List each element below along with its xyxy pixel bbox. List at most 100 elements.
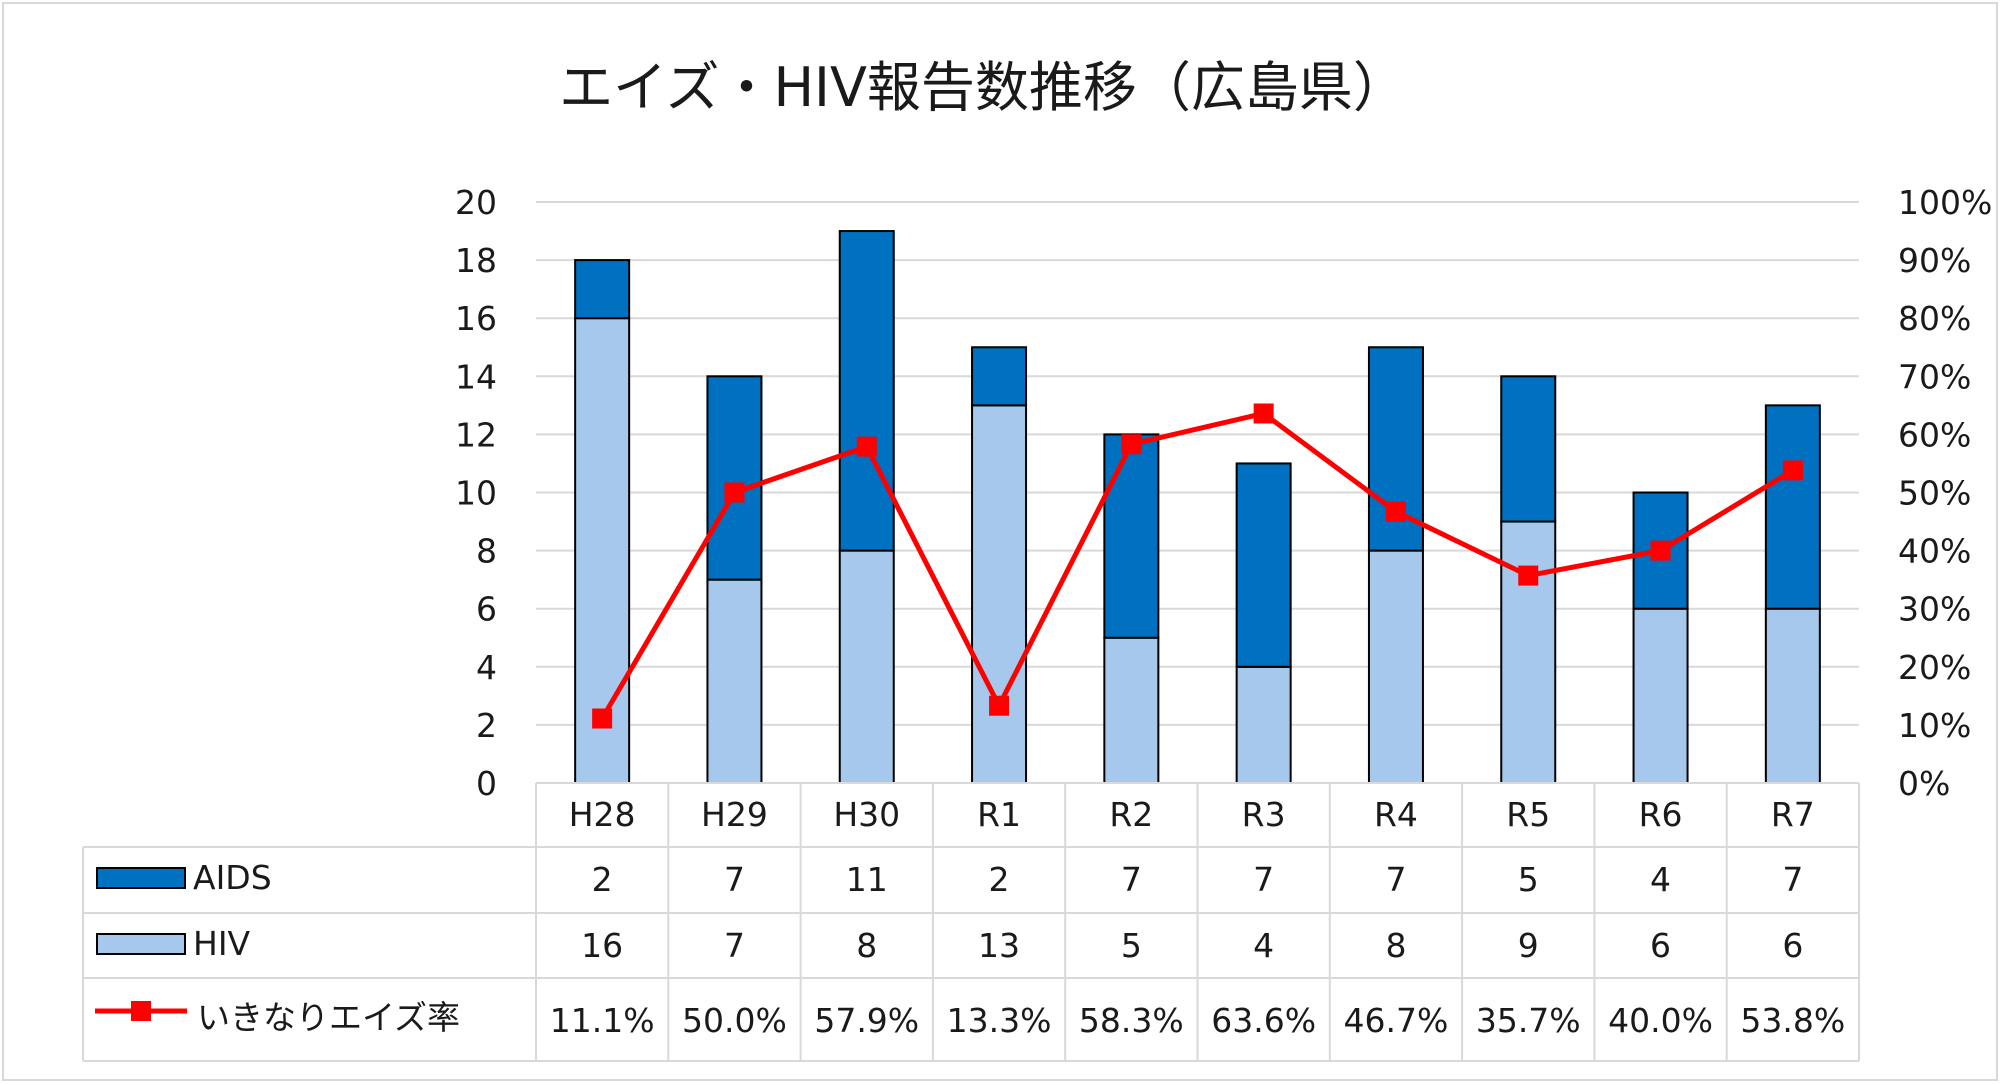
table-cell-rate: 46.7% [1344, 1001, 1449, 1040]
bar-hiv [1500, 520, 1557, 784]
y-right-tick-label: 40% [1898, 532, 1971, 571]
legend-marker-rate [131, 1001, 151, 1021]
table-cell-aids: 7 [724, 860, 745, 899]
marker-rate [1518, 565, 1539, 586]
category-label: R5 [1506, 795, 1550, 834]
bar-hiv [971, 404, 1028, 784]
marker-rate [1253, 403, 1274, 424]
marker-rate [724, 482, 745, 503]
y-left-tick-label: 20 [455, 183, 497, 222]
category-label: R4 [1374, 795, 1418, 834]
bar-aids [574, 259, 631, 320]
table-cell-aids: 7 [1385, 860, 1406, 899]
table-cell-rate: 63.6% [1211, 1001, 1316, 1040]
category-label: H30 [833, 795, 900, 834]
table-cell-rate: 53.8% [1740, 1001, 1845, 1040]
bar-hiv [1764, 607, 1821, 785]
legend-label-aids: AIDS [193, 858, 272, 897]
bar-hiv [706, 578, 763, 785]
marker-rate [1121, 434, 1142, 455]
y-right-tick-label: 90% [1898, 241, 1971, 280]
y-right-tick-label: 70% [1898, 357, 1971, 396]
bar-hiv [1367, 549, 1424, 784]
legend-key-aids [96, 867, 186, 889]
bar-aids [1500, 375, 1557, 523]
bar-aids [1235, 462, 1292, 668]
table-cell-hiv: 13 [978, 926, 1020, 965]
y-right-tick-label: 60% [1898, 415, 1971, 454]
category-label: R2 [1109, 795, 1153, 834]
table-cell-aids: 2 [592, 860, 613, 899]
table-cell-rate: 58.3% [1079, 1001, 1184, 1040]
y-left-tick-label: 4 [476, 648, 497, 687]
marker-rate [1782, 460, 1803, 481]
table-cell-aids: 4 [1650, 860, 1671, 899]
table-cell-hiv: 9 [1518, 926, 1539, 965]
table-cell-hiv: 7 [724, 926, 745, 965]
bar-aids [838, 230, 895, 552]
category-label: R1 [977, 795, 1021, 834]
marker-rate [1385, 501, 1406, 522]
table-cell-rate: 35.7% [1476, 1001, 1581, 1040]
table-cell-hiv: 8 [1385, 926, 1406, 965]
table-cell-rate: 11.1% [550, 1001, 655, 1040]
y-right-tick-label: 50% [1898, 474, 1971, 513]
table-cell-hiv: 16 [581, 926, 623, 965]
bar-hiv [1235, 665, 1292, 784]
y-right-tick-label: 100% [1898, 183, 1992, 222]
table-cell-hiv: 4 [1253, 926, 1274, 965]
table-cell-rate: 50.0% [682, 1001, 787, 1040]
table-cell-rate: 57.9% [814, 1001, 919, 1040]
table-cell-hiv: 6 [1650, 926, 1671, 965]
bar-aids [1103, 433, 1160, 639]
legend-label-rate: いきなりエイズ率 [197, 998, 460, 1037]
table-cell-aids: 2 [989, 860, 1010, 899]
y-right-tick-label: 10% [1898, 706, 1971, 745]
y-right-tick-label: 0% [1898, 764, 1950, 803]
table-cell-hiv: 6 [1782, 926, 1803, 965]
y-left-tick-label: 0 [476, 764, 497, 803]
y-left-tick-label: 12 [455, 415, 497, 454]
marker-rate [989, 695, 1010, 716]
y-left-tick-label: 10 [455, 474, 497, 513]
legend-key-hiv [96, 933, 186, 955]
bar-aids [706, 375, 763, 581]
y-left-tick-label: 6 [476, 590, 497, 629]
table-cell-aids: 7 [1121, 860, 1142, 899]
chart-title: エイズ・HIV報告数推移（広島県） [559, 56, 1407, 119]
y-right-tick-label: 20% [1898, 648, 1971, 687]
category-label: H28 [569, 795, 636, 834]
bar-hiv [1103, 636, 1160, 784]
y-left-tick-label: 16 [455, 299, 497, 338]
category-label: R7 [1771, 795, 1815, 834]
category-label: R6 [1639, 795, 1683, 834]
marker-rate [592, 708, 613, 729]
bar-aids [1764, 404, 1821, 610]
table-cell-hiv: 5 [1121, 926, 1142, 965]
y-left-tick-label: 18 [455, 241, 497, 280]
table-cell-rate: 13.3% [947, 1001, 1052, 1040]
table-cell-aids: 7 [1253, 860, 1274, 899]
category-label: R3 [1242, 795, 1286, 834]
bar-aids [971, 346, 1028, 407]
y-right-tick-label: 80% [1898, 299, 1971, 338]
table-cell-rate: 40.0% [1608, 1001, 1713, 1040]
bar-aids [1632, 491, 1689, 610]
y-left-tick-label: 14 [455, 357, 497, 396]
y-right-tick-label: 30% [1898, 590, 1971, 629]
line-rate [599, 410, 1795, 720]
legend-label-hiv: HIV [193, 924, 251, 963]
table-cell-aids: 5 [1518, 860, 1539, 899]
table-cell-aids: 7 [1782, 860, 1803, 899]
marker-rate [856, 436, 877, 457]
category-label: H29 [701, 795, 768, 834]
table-cell-aids: 11 [846, 860, 888, 899]
y-left-tick-label: 8 [476, 532, 497, 571]
marker-rate [1650, 540, 1671, 561]
bar-hiv [838, 549, 895, 784]
y-left-tick-label: 2 [476, 706, 497, 745]
bar-hiv [1632, 607, 1689, 785]
table-cell-hiv: 8 [856, 926, 877, 965]
